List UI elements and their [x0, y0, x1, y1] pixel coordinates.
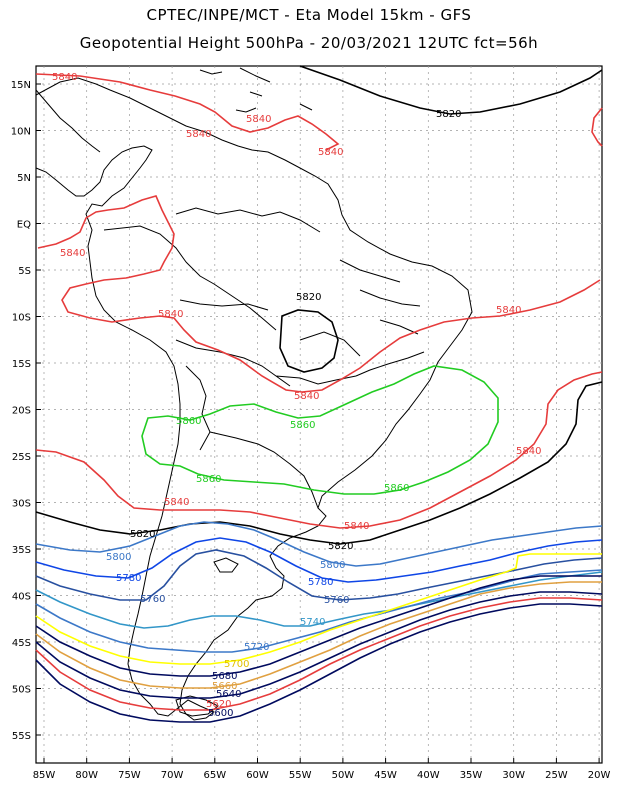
- coastline-south-america: [35, 77, 473, 721]
- contour-label: 5700: [224, 659, 249, 670]
- grid-lines: [36, 66, 602, 763]
- contour-5840-main: [37, 195, 601, 393]
- contour-label: 5840: [294, 391, 319, 402]
- x-axis-label: 35W: [460, 770, 483, 781]
- contour-5820-closed: [279, 309, 339, 373]
- x-axis-label: 75W: [118, 770, 141, 781]
- contour-5740: [35, 571, 603, 629]
- y-axis-label: 40S: [12, 592, 31, 603]
- contour-5700: [35, 553, 602, 665]
- contour-5760: [35, 549, 603, 601]
- contour-label: 5820: [130, 529, 155, 540]
- contour-label: 5840: [186, 129, 211, 140]
- x-axis-label: 85W: [33, 770, 56, 781]
- y-axis-label: 5N: [17, 173, 31, 184]
- y-axis-label: 55S: [12, 731, 31, 742]
- contour-label: 5780: [308, 577, 333, 588]
- contour-5840-north-east: [591, 107, 603, 147]
- x-axis-label: 50W: [332, 770, 355, 781]
- contour-5620: [35, 597, 603, 711]
- contour-5840-north: [35, 73, 340, 151]
- contour-label: 5800: [106, 552, 131, 563]
- contour-labels: 5840 5840 5840 5840 5840 5840 5840 5840 …: [52, 72, 541, 719]
- contour-5800: [35, 521, 603, 567]
- y-axis-label: 50S: [12, 685, 31, 696]
- contour-5840-south: [35, 371, 603, 529]
- border-lines: [103, 207, 425, 509]
- x-axis-label: 70W: [161, 770, 184, 781]
- y-axis-label: 30S: [12, 499, 31, 510]
- x-axis-label: 40W: [417, 770, 440, 781]
- central-america: [35, 89, 101, 153]
- contour-label: 5840: [164, 497, 189, 508]
- contour-label: 5840: [516, 446, 541, 457]
- contour-label: 5840: [52, 72, 77, 83]
- chart-title-line1: CPTEC/INPE/MCT - Eta Model 15km - GFS: [146, 6, 472, 24]
- contour-label: 5840: [318, 147, 343, 158]
- contour-label: 5680: [212, 671, 237, 682]
- contour-5600: [35, 603, 603, 723]
- x-axis-label: 45W: [374, 770, 397, 781]
- contour-5820-north: [299, 65, 603, 115]
- contour-label: 5820: [296, 292, 321, 303]
- contour-5780: [35, 537, 603, 583]
- y-axis-label: 10S: [12, 313, 31, 324]
- contour-label: 5620: [206, 699, 231, 710]
- contour-label: 5720: [244, 642, 269, 653]
- caribbean-islands: [199, 67, 313, 113]
- x-axis-label: 30W: [502, 770, 525, 781]
- y-axis-label: 5S: [18, 266, 31, 277]
- contour-5640: [35, 591, 603, 699]
- x-axis-label: 55W: [289, 770, 312, 781]
- contour-label: 5780: [116, 573, 141, 584]
- contour-label: 5820: [328, 541, 353, 552]
- y-axis-label: 45S: [12, 638, 31, 649]
- contour-label: 5840: [60, 248, 85, 259]
- contour-label: 5860: [290, 420, 315, 431]
- y-axis-label: 25S: [12, 452, 31, 463]
- y-axis-label: 20S: [12, 406, 31, 417]
- contour-label: 5860: [196, 474, 221, 485]
- plot-frame: [35, 65, 603, 764]
- contour-5860: [141, 365, 499, 495]
- contour-label: 5800: [320, 560, 345, 571]
- chart-title-line2: Geopotential Height 500hPa - 20/03/2021 …: [79, 34, 539, 52]
- x-axis-label: 80W: [75, 770, 98, 781]
- contour-label: 5760: [140, 594, 165, 605]
- contour-label: 5840: [496, 305, 521, 316]
- continent-outline: [35, 67, 473, 721]
- y-axis-label: 15S: [12, 359, 31, 370]
- contour-label: 5820: [436, 109, 461, 120]
- contour-5820-south: [35, 381, 603, 545]
- contours: [35, 65, 603, 723]
- y-axis-label: 10N: [11, 127, 31, 138]
- y-axis-label: EQ: [17, 220, 31, 231]
- contour-label: 5760: [324, 595, 349, 606]
- contour-label: 5840: [158, 309, 183, 320]
- axis-ticks: [36, 83, 600, 763]
- x-axis-label: 60W: [246, 770, 269, 781]
- contour-label: 5660: [212, 681, 237, 692]
- contour-5660: [35, 581, 602, 689]
- contour-label: 5740: [300, 617, 325, 628]
- falkland-islands: [213, 557, 239, 573]
- contour-label: 5860: [384, 483, 409, 494]
- x-axis-label: 25W: [545, 770, 568, 781]
- contour-label: 5840: [246, 114, 271, 125]
- y-axis-label: 35S: [12, 545, 31, 556]
- x-axis-label: 65W: [203, 770, 226, 781]
- contour-label: 5860: [176, 416, 201, 427]
- contour-label: 5640: [216, 689, 241, 700]
- contour-5680: [35, 575, 602, 677]
- y-axis-label: 15N: [11, 80, 31, 91]
- contour-label: 5600: [208, 708, 233, 719]
- contour-label: 5840: [344, 521, 369, 532]
- x-axis-label: 20W: [588, 770, 611, 781]
